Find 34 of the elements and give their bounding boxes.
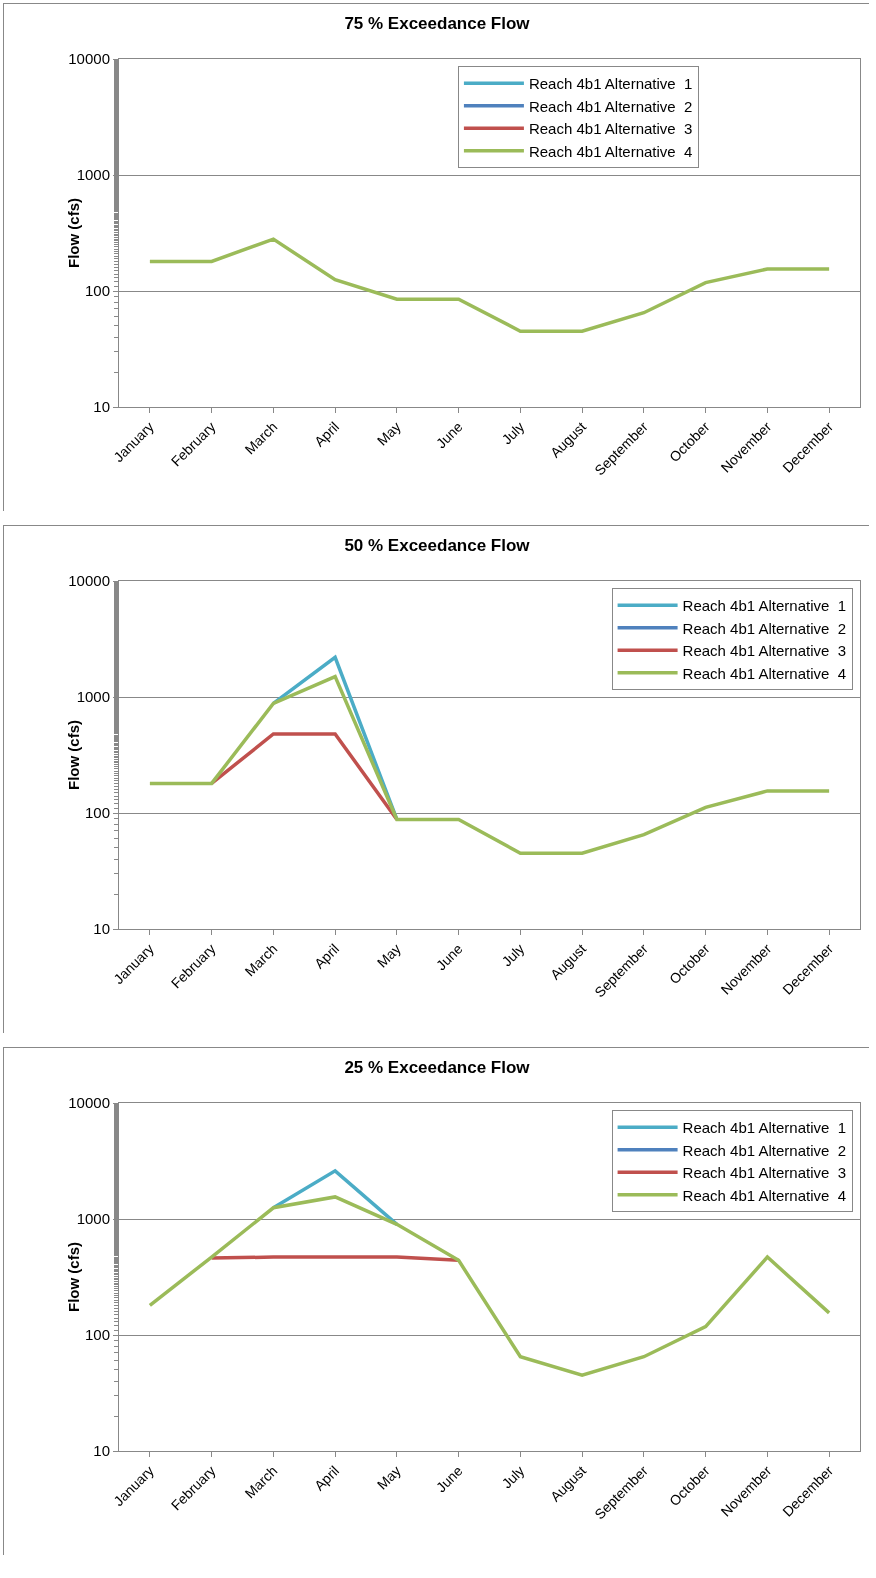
legend-label: Reach 4b1 Alternative 3 [528,120,693,138]
legend-label: Reach 4b1 Alternative 3 [682,1164,847,1182]
y-tick-label: 10 [93,920,110,938]
legend-label: Reach 4b1 Alternative 2 [682,619,847,637]
chart-title: 50 % Exceedance Flow [344,535,531,555]
y-tick-label: 1000 [76,1210,110,1228]
chart-title: 25 % Exceedance Flow [344,1057,531,1077]
y-tick-label: 10 [93,398,110,416]
y-axis-title: Flow (cfs) [65,1242,82,1312]
x-tick-label: July [498,940,528,970]
y-tick-label: 10000 [68,1094,110,1112]
legend-label: Reach 4b1 Alternative 1 [528,75,693,93]
y-tick-label: 1000 [76,166,110,184]
legend-label: Reach 4b1 Alternative 2 [528,97,693,115]
y-tick-label: 1000 [76,688,110,706]
legend-label: Reach 4b1 Alternative 4 [682,1186,847,1204]
x-tick-label: July [498,1462,528,1492]
legend-label: Reach 4b1 Alternative 2 [682,1141,847,1159]
y-tick-label: 10 [93,1442,110,1460]
y-tick-label: 10000 [68,572,110,590]
legend-label: Reach 4b1 Alternative 1 [682,1119,847,1137]
y-tick-label: 100 [84,804,110,822]
line-series [148,237,831,333]
x-tick-label: July [498,418,528,448]
legend-label: Reach 4b1 Alternative 4 [528,142,693,160]
y-axis-title: Flow (cfs) [65,198,82,268]
y-axis-title: Flow (cfs) [65,720,82,790]
y-tick-label: 100 [84,1326,110,1344]
legend-label: Reach 4b1 Alternative 4 [682,664,847,682]
legend-label: Reach 4b1 Alternative 1 [682,597,847,615]
y-tick-label: 10000 [68,50,110,68]
legend-label: Reach 4b1 Alternative 3 [682,642,847,660]
chart-title: 75 % Exceedance Flow [344,13,531,33]
y-tick-label: 100 [84,282,110,300]
